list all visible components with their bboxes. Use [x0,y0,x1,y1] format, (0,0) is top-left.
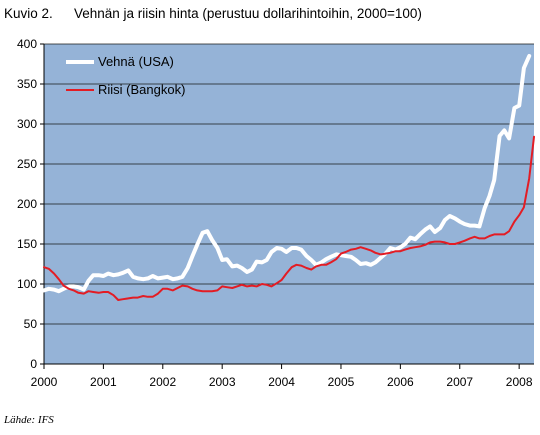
x-tick-label: 2005 [328,375,355,389]
legend-label-rice: Riisi (Bangkok) [98,82,185,97]
y-tick-label: 150 [17,237,37,251]
series-lines [42,54,535,301]
x-tick-label: 2000 [31,375,58,389]
gridlines [44,43,534,325]
series-line-rice [43,135,535,301]
x-tick-label: 2006 [387,375,414,389]
x-tick-label: 2008 [506,375,533,389]
y-tick-label: 0 [30,357,37,371]
series-line-wheat [42,54,532,294]
legend: Vehnä (USA) Riisi (Bangkok) [66,54,185,97]
x-tick-label: 2002 [149,375,176,389]
x-tick-label: 2003 [209,375,236,389]
x-tick-label: 2007 [446,375,473,389]
y-tick-label: 200 [17,197,37,211]
y-tick-label: 100 [17,277,37,291]
y-tick-label: 300 [17,117,37,131]
source-note: Lähde: IFS [4,414,54,426]
legend-label-wheat: Vehnä (USA) [98,54,174,69]
figure-label: Kuvio 2. [4,6,53,21]
figure-caption: Kuvio 2. Vehnän ja riisin hinta (perustuu… [4,6,422,21]
x-axis: 2000 2001 2002 2003 2004 2005 2006 2007 2008 [31,363,534,389]
y-tick-label: 250 [17,157,37,171]
y-axis: 0 50 100 150 200 250 300 350 400 [17,37,45,371]
chart-title: Vehnän ja riisin hinta (perustuu dollari… [74,6,422,21]
x-tick-label: 2001 [90,375,117,389]
y-tick-label: 350 [17,77,37,91]
x-tick-label: 2004 [268,375,295,389]
y-tick-label: 400 [17,37,37,51]
y-tick-label: 50 [24,317,38,331]
